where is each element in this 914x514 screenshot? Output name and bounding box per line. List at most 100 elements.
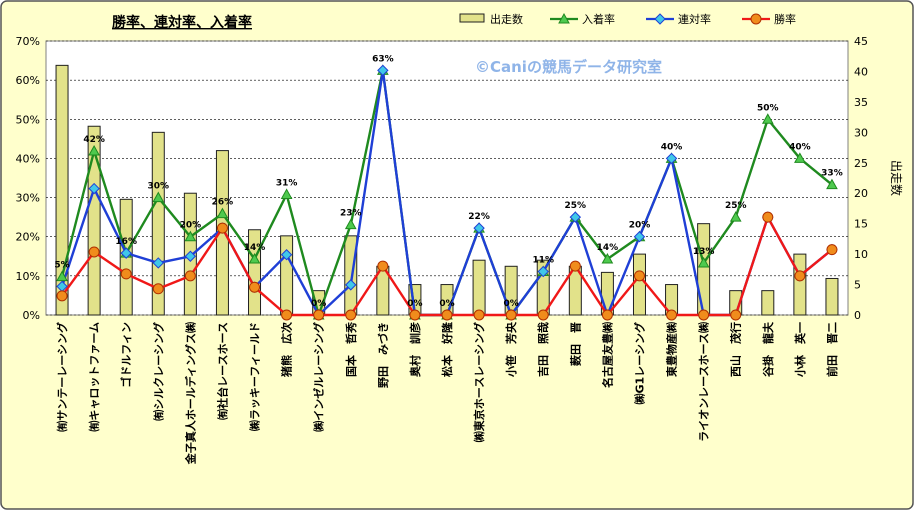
data-point-marker: [826, 178, 838, 190]
left-tick-label: 0%: [23, 309, 40, 322]
left-tick-label: 40%: [16, 152, 40, 165]
right-tick-label: 45: [854, 35, 868, 48]
data-label: 20%: [180, 221, 202, 231]
data-point-marker: [280, 249, 293, 261]
data-point-marker: [537, 309, 549, 321]
data-point-marker: [56, 270, 68, 282]
data-point-marker: [409, 309, 421, 321]
data-point-marker: [537, 265, 549, 278]
category-label: ㈲キャロットファーム: [87, 322, 101, 432]
data-label: 25%: [565, 201, 587, 211]
category-label: 西山 茂行: [729, 322, 743, 377]
data-label: 0%: [504, 299, 519, 309]
category-label: 谷掛 龍夫: [761, 321, 775, 377]
data-point-marker: [88, 246, 100, 258]
data-label: 0%: [407, 299, 422, 309]
data-label: 63%: [372, 54, 394, 64]
marker-series: [56, 64, 838, 321]
bar-series: [55, 64, 839, 316]
bar: [472, 259, 486, 316]
data-point-marker: [120, 268, 132, 280]
data-label: 26%: [212, 198, 234, 208]
category-label: 薮田 晋: [568, 322, 582, 366]
data-point-marker: [184, 250, 197, 262]
data-point-marker: [280, 188, 293, 199]
data-label: 5%: [54, 261, 69, 271]
bar: [632, 253, 646, 316]
category-label: 猪熊 広次: [280, 322, 294, 378]
left-tick-label: 50%: [16, 113, 40, 126]
data-label: 0%: [439, 299, 454, 309]
data-point-marker: [120, 247, 132, 259]
legend-swatch-marker: [558, 12, 570, 24]
data-point-marker: [88, 144, 100, 156]
category-labels: ㈲サンテーレーシング ㈲キャロットファーム ゴドルフィン ㈲シルクレーシング 金子真人ホ…: [55, 321, 839, 465]
data-label: 22%: [468, 212, 490, 222]
data-point-marker: [184, 270, 196, 282]
category-label: 松本 好隆: [440, 321, 454, 377]
data-point-marker: [826, 244, 838, 256]
legend-swatch-marker: [750, 13, 762, 25]
right-tick-label: 20: [854, 187, 868, 200]
left-tick-label: 30%: [16, 192, 40, 205]
data-point-marker: [633, 270, 645, 282]
bar: [280, 235, 294, 316]
bar: [825, 277, 839, 316]
data-point-marker: [344, 218, 357, 230]
data-label: 16%: [115, 237, 137, 247]
right-tick-label: 5: [854, 279, 861, 292]
data-point-marker: [473, 309, 485, 321]
data-point-marker: [633, 231, 646, 243]
category-label: ㈱インゼルレーシング: [312, 322, 326, 432]
bar: [55, 64, 69, 316]
category-label: 名古屋友豊㈱: [600, 322, 614, 388]
left-tick-label: 70%: [16, 35, 40, 48]
data-labels: 5% 42% 16% 30% 20% 26% 14% 31% 0% 23% 63% 0% 0% 22% 0%…: [54, 54, 842, 309]
category-label: ゴドルフィン: [119, 322, 133, 388]
data-point-marker: [152, 191, 165, 203]
bar: [151, 131, 165, 316]
data-point-marker: [216, 222, 228, 234]
right-tick-label: 15: [854, 218, 868, 231]
data-point-marker: [56, 290, 68, 302]
right-tick-label: 0: [854, 309, 861, 322]
data-label: 50%: [757, 103, 779, 113]
left-tick-label: 60%: [16, 74, 40, 87]
legend: 出走数 入着率 連対率 勝率: [459, 12, 796, 26]
left-axis-ticks: 0% 10% 20% 30% 40% 50% 60% 70%: [16, 35, 40, 322]
data-point-marker: [569, 211, 582, 223]
category-label: ㈲シルクレーシング: [151, 322, 165, 421]
data-point-marker: [762, 211, 774, 223]
data-point-marker: [345, 279, 357, 291]
data-point-marker: [665, 152, 678, 165]
data-label: 14%: [244, 243, 266, 253]
data-point-marker: [313, 309, 325, 321]
bar: [87, 125, 101, 316]
data-point-marker: [569, 260, 581, 272]
category-label: 小林 英一: [793, 322, 807, 378]
data-point-marker: [794, 270, 806, 282]
data-point-marker: [345, 309, 357, 321]
category-label: 奥村 訓彦: [408, 322, 422, 378]
category-label: ㈱東京ホースレーシング: [472, 322, 486, 442]
category-label: 国本 哲秀: [344, 322, 358, 377]
category-label: ㈲サンテーレーシング: [55, 322, 69, 432]
data-point-marker: [152, 283, 164, 295]
legend-swatch-marker: [654, 13, 666, 25]
data-label: 13%: [693, 247, 715, 257]
data-label: 31%: [276, 178, 298, 188]
category-label: 東豊物産㈱: [665, 322, 679, 377]
legend-swatch-bar: [459, 13, 485, 23]
bar: [793, 253, 807, 316]
data-point-marker: [601, 309, 613, 321]
data-point-marker: [473, 222, 485, 234]
data-label: 40%: [789, 142, 811, 152]
data-point-marker: [441, 309, 453, 321]
data-label: 20%: [629, 221, 651, 231]
category-label: ライオンレースホース㈱: [697, 322, 711, 442]
data-point-marker: [730, 309, 742, 321]
right-tick-label: 10: [854, 248, 868, 261]
right-tick-label: 25: [854, 157, 868, 170]
data-point-marker: [698, 309, 710, 321]
